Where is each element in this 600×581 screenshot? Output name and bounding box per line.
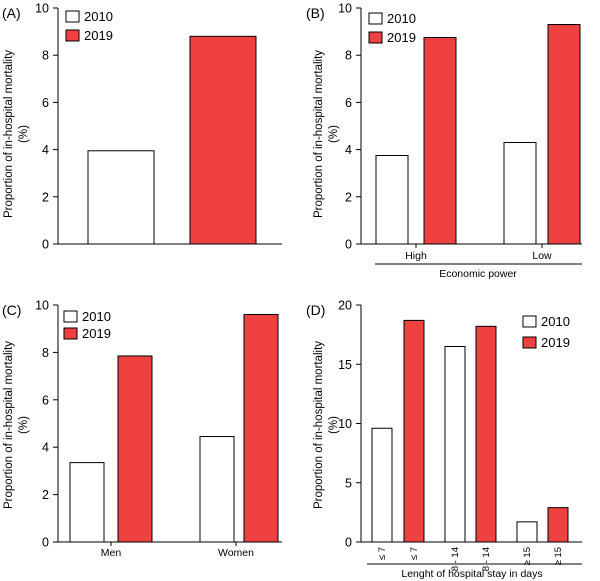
y-axis-unit: (%) xyxy=(18,416,30,434)
bars xyxy=(375,24,581,245)
panel-b: (B) Proportion of in-hospital mortality … xyxy=(306,2,582,280)
y-tick-label: 15 xyxy=(338,358,352,372)
y-tick-label: 2 xyxy=(42,190,49,204)
bar-2019-High xyxy=(423,37,457,245)
bar-2010-Low xyxy=(503,142,537,245)
x-axis-label: Lenght of hospital stay in days xyxy=(401,568,542,580)
bar-2010-High xyxy=(375,155,409,245)
legend-label-2019: 2019 xyxy=(82,326,111,341)
bar-2010-≤7 xyxy=(371,427,393,543)
x-tick-label: ≥ 15 xyxy=(553,547,564,565)
panel-d: (D) Proportion of in-hospital mortality … xyxy=(306,299,582,580)
x-tick-label: ≤ 7 xyxy=(409,547,420,560)
y-tick-label: 0 xyxy=(345,536,352,550)
y-tick-label: 6 xyxy=(42,393,49,407)
y-axis-label: Proportion of in-hospital mortality xyxy=(3,341,15,509)
legend-swatch-2019 xyxy=(63,327,78,340)
bar-2010-Men xyxy=(69,462,105,543)
y-tick-label: 4 xyxy=(42,143,49,157)
legend-label-2019: 2019 xyxy=(387,30,416,45)
bars xyxy=(87,35,257,245)
bar-2019-Men xyxy=(117,355,153,543)
y-tick-label: 0 xyxy=(42,536,49,550)
y-tick-label: 8 xyxy=(42,49,49,63)
y-tick-label: 6 xyxy=(345,96,352,110)
y-tick-label: 10 xyxy=(35,299,49,313)
legend-swatch-2010 xyxy=(65,10,80,23)
y-axis-label: Proportion of in-hospital mortality xyxy=(313,341,325,509)
y-axis-unit: (%) xyxy=(328,416,340,434)
y-tick-label: 2 xyxy=(42,488,49,502)
legend-swatch-2010 xyxy=(63,310,78,323)
legend: 2010 2019 xyxy=(63,309,111,341)
legend: 2010 2019 xyxy=(368,11,416,45)
y-tick-label: 10 xyxy=(338,417,352,431)
y-tick-label: 4 xyxy=(345,143,352,157)
y-tick-label: 10 xyxy=(35,2,49,16)
x-axis-label: Economic power xyxy=(439,268,517,280)
y-axis-unit: (%) xyxy=(328,125,340,143)
legend-label-2019: 2019 xyxy=(84,28,113,43)
panel-a: (A) Proportion of in-hospital mortality … xyxy=(2,2,282,252)
y-tick-label: 8 xyxy=(42,346,49,360)
y-tick-label: 8 xyxy=(345,49,352,63)
bars xyxy=(371,319,569,543)
panel-label: (B) xyxy=(306,5,325,21)
legend-swatch-2019 xyxy=(522,336,537,349)
bar-2010-Women xyxy=(199,436,235,543)
legend-swatch-2019 xyxy=(65,29,80,42)
y-tick-label: 0 xyxy=(345,238,352,252)
x-tick-label: ≥ 15 xyxy=(522,547,533,565)
bar-2010-8-14 xyxy=(444,345,466,543)
legend-label-2010: 2010 xyxy=(387,11,416,26)
panel-c: (C) Proportion of in-hospital mortality … xyxy=(2,299,282,559)
legend: 2010 2019 xyxy=(522,314,570,350)
legend-label-2010: 2010 xyxy=(82,309,111,324)
panel-label: (A) xyxy=(2,5,21,21)
bar-2019-≥15 xyxy=(547,507,569,543)
y-axis-label: Proportion of in-hospital mortality xyxy=(313,50,325,218)
bar-2019-8-14 xyxy=(475,325,497,543)
y-tick-label: 10 xyxy=(338,2,352,16)
legend-swatch-2019 xyxy=(368,31,383,44)
x-tick-label: ≤ 7 xyxy=(377,547,388,560)
y-tick-label: 2 xyxy=(345,190,352,204)
bar-2010-≥15 xyxy=(516,521,538,543)
legend-swatch-2010 xyxy=(368,12,383,25)
legend-swatch-2010 xyxy=(522,315,537,328)
x-tick-label: Women xyxy=(218,547,254,559)
legend-label-2010: 2010 xyxy=(541,314,570,329)
panel-label: (C) xyxy=(2,302,21,318)
y-tick-label: 6 xyxy=(42,96,49,110)
legend-label-2019: 2019 xyxy=(541,335,570,350)
x-tick-label: High xyxy=(405,250,427,262)
y-tick-label: 20 xyxy=(338,299,352,313)
x-tick-label: Low xyxy=(532,250,552,262)
bar-2019-≤7 xyxy=(403,319,425,543)
bar-2019 xyxy=(189,35,257,245)
bars xyxy=(69,313,279,543)
bar-2019-Low xyxy=(547,24,581,245)
legend: 2010 2019 xyxy=(65,9,113,43)
y-tick-label: 4 xyxy=(42,441,49,455)
axes: 0 5 10 15 20 ≤ 7 ≤ 7 8 - 14 8 - 14 ≥ 15 ≥ 15 xyxy=(338,299,582,571)
x-tick-label: 8 - 14 xyxy=(481,547,492,571)
y-axis-unit: (%) xyxy=(18,125,30,143)
panel-label: (D) xyxy=(306,302,325,318)
y-axis-label: Proportion of in-hospital mortality xyxy=(3,50,15,218)
legend-label-2010: 2010 xyxy=(84,9,113,24)
bar-2010 xyxy=(87,150,155,245)
y-tick-label: 0 xyxy=(42,238,49,252)
y-tick-label: 5 xyxy=(345,476,352,490)
bar-2019-Women xyxy=(243,313,279,543)
x-tick-label: Men xyxy=(101,547,122,559)
x-tick-label: 8 - 14 xyxy=(450,547,461,571)
